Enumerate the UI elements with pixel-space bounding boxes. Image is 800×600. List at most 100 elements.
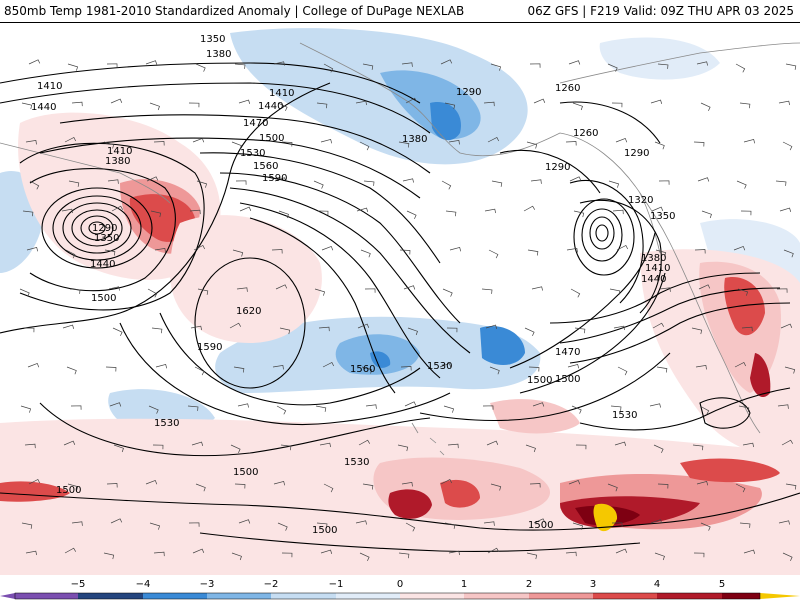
colorbar-segment [15, 593, 78, 599]
contour-label: 1530 [240, 148, 265, 159]
canada-coast [559, 42, 800, 84]
wind-barb [64, 137, 77, 143]
product-title: 850mb Temp 1981-2010 Standardized Anomal… [4, 4, 465, 18]
contour-1410-w [29, 168, 176, 292]
wind-barb [529, 63, 541, 68]
wind-barb [778, 520, 790, 525]
wind-barb [277, 102, 288, 112]
wind-barb [29, 180, 40, 190]
wind-barb [481, 288, 493, 294]
wind-barb [650, 519, 663, 524]
wind-barb [314, 288, 326, 296]
low-center-west-ring2 [80, 215, 114, 241]
cold-anomaly-core2 [480, 325, 525, 365]
wind-barb [113, 444, 124, 453]
wind-barb [230, 444, 241, 454]
colorbar-segment [78, 593, 143, 599]
contour-1380-n [0, 82, 431, 134]
wind-barb [19, 288, 30, 297]
wind-barb [782, 141, 793, 151]
wind-barb [148, 405, 159, 414]
wind-barb [21, 522, 33, 529]
wind-barb [448, 139, 460, 145]
wind-barb [110, 518, 123, 524]
wind-barb [567, 363, 580, 369]
wind-barb [526, 141, 538, 149]
colorbar-tick-label: 3 [590, 579, 596, 590]
wind-barb [490, 63, 502, 71]
contour-sw-closed [699, 397, 751, 429]
wind-barb [188, 102, 200, 108]
wind-barb [611, 522, 623, 527]
wind-barb [281, 141, 293, 147]
wind-barb [71, 101, 83, 107]
wind-barb [525, 444, 536, 453]
contour-label: 1500 [233, 467, 258, 478]
wind-barb [610, 405, 622, 411]
wind-barb [616, 245, 629, 251]
wind-barb [316, 522, 328, 528]
contour-label: 1440 [641, 274, 666, 285]
wind-barb [698, 284, 711, 290]
contour-label: 1500 [528, 520, 553, 531]
wind-barb [360, 249, 371, 258]
wind-barb [147, 288, 158, 298]
wind-barb [696, 61, 708, 66]
wind-barb [737, 288, 749, 296]
wind-barb [741, 326, 753, 332]
low-center-east-ring3 [581, 208, 623, 262]
wind-barb [406, 210, 417, 220]
wind-barb [524, 327, 535, 337]
colorbar-segment [722, 593, 760, 599]
wind-barb [448, 550, 460, 556]
wind-barb [695, 364, 707, 370]
colorbar-segment [400, 593, 464, 599]
wind-barb [700, 522, 711, 531]
colorbar-segment [336, 593, 400, 599]
wind-barb [190, 325, 202, 331]
wind-barb [149, 522, 161, 530]
wind-barb [569, 176, 582, 182]
wind-barb [278, 210, 289, 219]
wind-barb [194, 366, 205, 376]
wind-barb [145, 479, 158, 485]
wind-barb [103, 141, 115, 149]
wind-barb [574, 327, 586, 334]
colorbar-tick-label: −5 [71, 579, 86, 590]
siberia-coast [0, 142, 171, 204]
wind-barb [26, 246, 39, 252]
colorbar-tick-label: −2 [264, 579, 279, 590]
colorbar-tick-label: 1 [461, 579, 467, 590]
colorbar-tick-label: 5 [719, 579, 725, 590]
wind-barb [776, 288, 788, 293]
contour-label: 1380 [402, 134, 427, 145]
wind-barb [233, 366, 245, 373]
wind-barb [654, 552, 665, 561]
wind-barb [363, 180, 375, 186]
wind-barb [281, 552, 293, 558]
contour-label: 1500 [259, 133, 284, 144]
warm-anomaly-east-strip [680, 458, 780, 483]
wind-barb [20, 405, 32, 413]
wind-barb [320, 138, 333, 144]
wind-barb [359, 552, 370, 562]
colorbar-segment [464, 593, 529, 599]
colorbar-segment [271, 593, 336, 599]
wind-barb [529, 483, 541, 488]
wind-barb [229, 322, 242, 329]
wind-barb [404, 401, 417, 407]
wind-barb [109, 402, 122, 407]
low-center-west-ring3 [71, 209, 123, 247]
wind-barb [570, 288, 581, 298]
wind-barb [407, 327, 418, 336]
header-bar: 850mb Temp 1981-2010 Standardized Anomal… [0, 0, 800, 22]
wind-barb [655, 249, 667, 257]
contour-label: 1380 [206, 49, 231, 60]
wind-barb [323, 483, 334, 493]
low-center-west-ring6 [41, 187, 153, 269]
wind-barb [488, 249, 499, 259]
wind-barb [321, 245, 334, 251]
wind-barb [110, 98, 123, 104]
wind-barb [449, 246, 462, 252]
contour-1320-e [569, 179, 644, 304]
